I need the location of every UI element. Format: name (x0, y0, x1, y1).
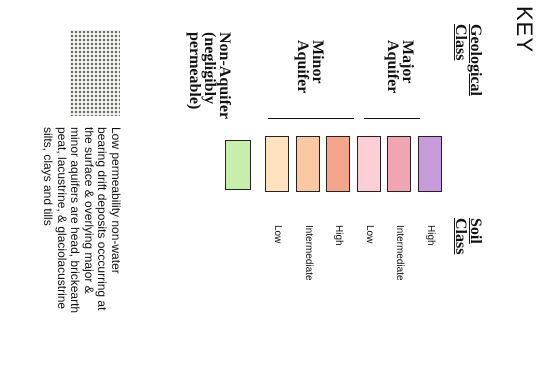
swatch-major-high (418, 136, 442, 192)
level-minor-intermediate: Intermediate (303, 225, 314, 281)
major-aquifer-label: Major Aquifer (384, 40, 416, 94)
note-line-2: bearing drift deposits occcurring at (95, 127, 110, 311)
non-aquifer-line2: (negligibly (201, 32, 218, 105)
soil-class-header: Soil Class (452, 218, 484, 258)
non-aquifer-label: Non-Aquifer (negligibly permeable) (186, 32, 233, 120)
minor-aquifer-line1: Minor (309, 40, 326, 84)
level-major-low: Low (364, 225, 375, 244)
swatch-minor-high (326, 136, 350, 192)
swatch-non-aquifer (225, 140, 251, 190)
non-aquifer-line3: permeable) (186, 32, 203, 110)
level-minor-low: Low (272, 225, 283, 244)
minor-group-divider (268, 118, 354, 119)
non-aquifer-note: Low permeability non-water bearing drift … (41, 127, 124, 314)
note-line-4: minor aquifers are head, brickearth (68, 127, 83, 314)
level-major-high: High (425, 225, 436, 246)
stipple-pattern-swatch (70, 30, 120, 116)
note-line-5: peat, lacustrine, & glaciolacustrine (55, 127, 69, 310)
major-aquifer-line2: Aquifer (384, 40, 401, 94)
note-line-6: silts, clays and tills (41, 127, 56, 226)
note-line-3: the surface & overlying major & (82, 127, 96, 294)
geological-class-header: Geological Class (452, 24, 484, 134)
note-line-1: Low permeability non-water (109, 127, 123, 274)
non-aquifer-line1: Non-Aquifer (216, 32, 233, 120)
swatch-major-intermediate (387, 136, 411, 192)
soil-class-header-text: Soil Class (452, 218, 484, 255)
swatch-major-low (357, 136, 381, 192)
level-major-intermediate: Intermediate (394, 225, 405, 281)
swatch-minor-low (265, 136, 289, 192)
swatch-minor-intermediate (296, 136, 320, 192)
geological-class-header-text: Geological Class (452, 24, 484, 96)
major-aquifer-line1: Major (399, 40, 416, 84)
key-title: KEY (512, 6, 537, 54)
level-minor-high: High (333, 225, 344, 246)
minor-aquifer-line2: Aquifer (294, 40, 311, 94)
major-group-divider (364, 118, 420, 119)
minor-aquifer-label: Minor Aquifer (294, 40, 326, 94)
